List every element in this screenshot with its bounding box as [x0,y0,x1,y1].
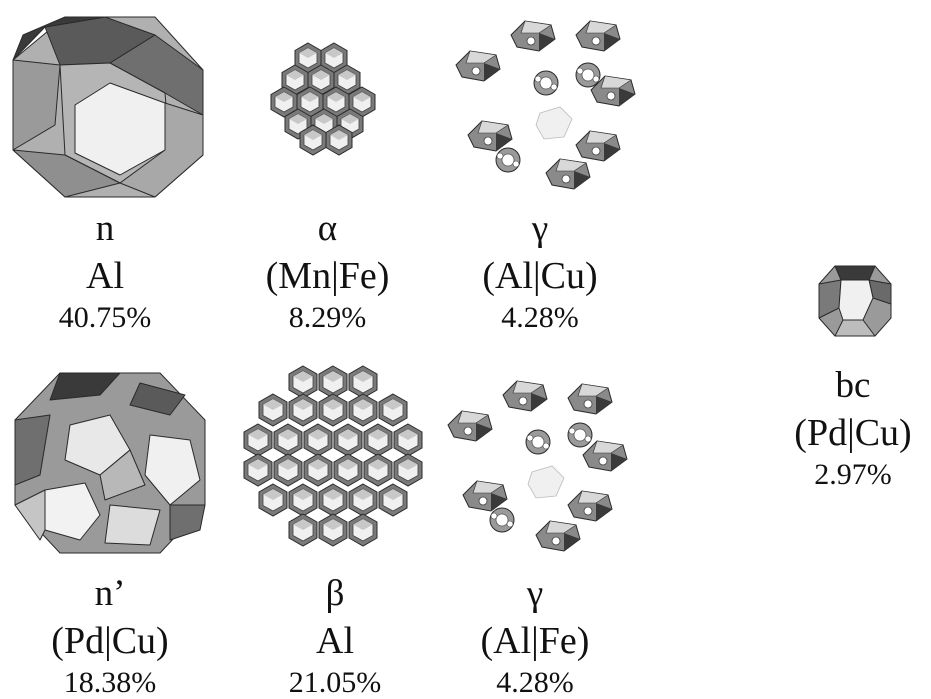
structure-symbol: γ [531,208,549,249]
structure-symbol: n [95,208,115,249]
structure-symbol: n’ [94,573,126,614]
caption-bc: bc (Pd|Cu) 2.97% [778,367,928,490]
small-polyhedron-icon [818,265,892,337]
element-pair: (Al|Fe) [480,620,590,662]
percentage: 8.29% [288,301,367,334]
percentage: 40.75% [58,301,152,334]
structure-symbol: bc [835,365,871,406]
percentage: 4.28% [496,666,574,699]
structure-symbol: β [325,573,345,614]
percentage: 2.97% [814,458,892,491]
caption-gamma-alfe: γ (Al|Fe) 4.28% [460,575,610,698]
alpha-cluster-icon [270,42,376,156]
element-pair: Al [316,620,354,662]
percentage: 4.28% [501,301,579,334]
element-pair: (Pd|Cu) [794,412,912,454]
caption-gamma-alcu: γ (Al|Cu) 4.28% [465,210,615,333]
structure-symbol: α [317,208,338,249]
caption-beta: β Al 21.05% [265,575,405,698]
element-pair: (Al|Cu) [482,255,598,297]
gamma-fragmented-cluster-icon [455,20,636,190]
caption-n-prime: n’ (Pd|Cu) 18.38% [20,575,200,698]
element-pair: (Mn|Fe) [265,255,390,297]
truncated-octahedron-icon [12,16,204,198]
beta-cluster-icon [243,365,423,547]
gamma-fragmented-cluster-icon [447,380,628,552]
percentage: 21.05% [288,666,382,699]
element-pair: (Pd|Cu) [51,620,169,662]
element-pair: Al [86,255,124,297]
caption-alpha: α (Mn|Fe) 8.29% [255,210,400,333]
caption-n: n Al 40.75% [30,210,180,333]
percentage: 18.38% [63,666,157,699]
structure-symbol: γ [526,573,544,614]
large-polyhedron-icon [14,372,206,554]
